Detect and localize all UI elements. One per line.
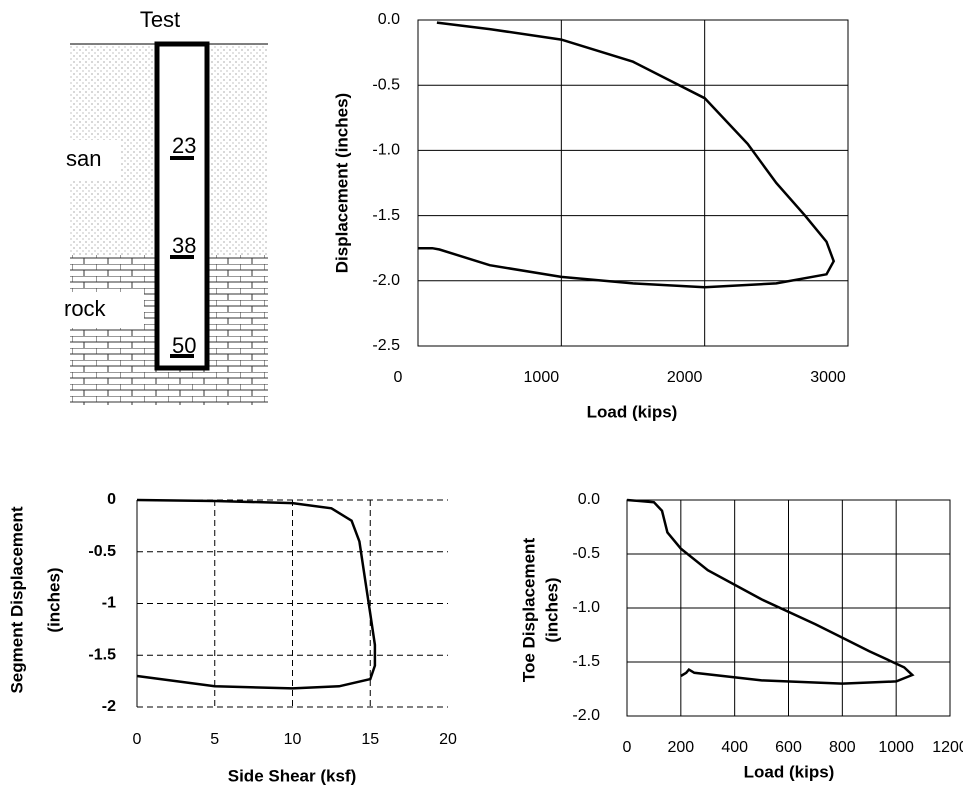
y-tick-label: -1 bbox=[102, 595, 116, 612]
pile bbox=[154, 41, 210, 371]
line bbox=[136, 498, 377, 690]
x-tick-label: 1200 bbox=[932, 739, 963, 756]
y-tick-label: -1.5 bbox=[88, 646, 116, 663]
x-axis-label: Load (kips) bbox=[587, 402, 678, 421]
x-tick-label: 20 bbox=[439, 731, 457, 748]
x-tick-label: 0 bbox=[133, 731, 142, 748]
pile-diagram: Test san rock 23 38 50 bbox=[60, 7, 268, 405]
y-axis-label: Displacement (inches) bbox=[332, 93, 351, 273]
y-tick-label: -2.5 bbox=[372, 337, 400, 354]
label-bg bbox=[64, 292, 144, 328]
x-tick-label: 200 bbox=[667, 739, 694, 756]
y-tick-label: -0.5 bbox=[88, 543, 116, 560]
x-tick-label: 1000 bbox=[524, 369, 560, 386]
y-tick-label: -2 bbox=[102, 698, 116, 715]
diagram-title: Test bbox=[140, 7, 180, 32]
plot-border bbox=[417, 19, 849, 347]
x-tick-label: 15 bbox=[361, 731, 379, 748]
x-tick-label: 800 bbox=[829, 739, 856, 756]
x-tick-label: 0 bbox=[623, 739, 632, 756]
y-tick-label: -0.5 bbox=[572, 545, 600, 562]
x-axis-label: Load (kips) bbox=[744, 762, 835, 781]
label-bg bbox=[60, 140, 120, 180]
y-axis-label: Toe Displacement bbox=[519, 538, 538, 683]
y-axis-label: (inches) bbox=[542, 577, 561, 642]
x-tick-label: 600 bbox=[775, 739, 802, 756]
gauge-label: 23 bbox=[172, 133, 196, 158]
gauge-label: 38 bbox=[172, 233, 196, 258]
y-axis-label: (inches) bbox=[44, 567, 63, 632]
x-tick-label: 400 bbox=[721, 739, 748, 756]
line bbox=[626, 498, 915, 685]
y-tick-label: -1.0 bbox=[372, 142, 400, 159]
x-tick-label: 10 bbox=[284, 731, 302, 748]
y-tick-label: -1.0 bbox=[572, 599, 600, 616]
x-tick-label: 2000 bbox=[667, 369, 703, 386]
y-tick-label: 0 bbox=[107, 491, 116, 508]
line bbox=[418, 21, 836, 289]
plot-border bbox=[626, 499, 951, 717]
layer-label: san bbox=[66, 146, 101, 171]
y-tick-label: 0.0 bbox=[578, 491, 600, 508]
y-tick-label: -2.0 bbox=[572, 707, 600, 724]
y-tick-label: -2.0 bbox=[372, 272, 400, 289]
y-tick-label: -1.5 bbox=[372, 207, 400, 224]
gauge-label: 50 bbox=[172, 333, 196, 358]
x-tick-label: 1000 bbox=[878, 739, 914, 756]
y-tick-label: -1.5 bbox=[572, 653, 600, 670]
x-tick-label: 0 bbox=[394, 369, 403, 386]
y-tick-label: -0.5 bbox=[372, 76, 400, 93]
layer-label: rock bbox=[64, 296, 107, 321]
x-tick-label: 3000 bbox=[810, 369, 846, 386]
y-axis-label: Segment Displacement bbox=[7, 506, 26, 693]
y-tick-label: 0.0 bbox=[378, 11, 400, 28]
x-tick-label: 5 bbox=[210, 731, 219, 748]
x-axis-label: Side Shear (ksf) bbox=[228, 766, 357, 785]
